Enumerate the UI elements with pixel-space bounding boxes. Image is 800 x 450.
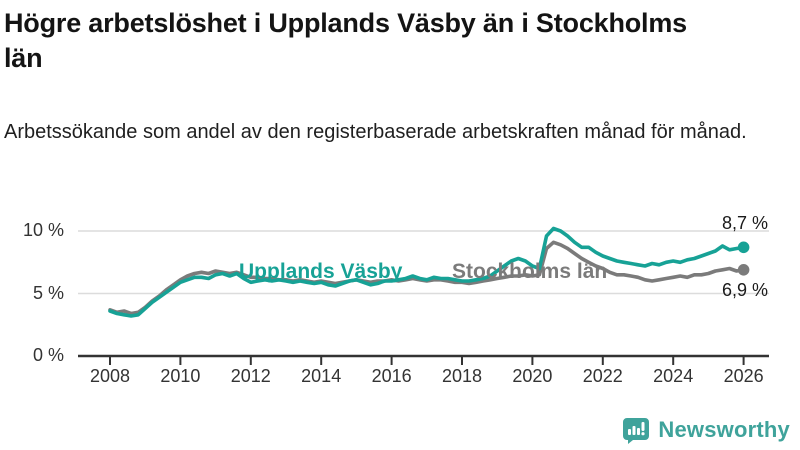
x-tick-label: 2024 — [653, 366, 694, 386]
x-axis — [78, 354, 769, 365]
x-tick-label: 2026 — [723, 366, 764, 386]
end-value-stockholms-lan: 6,9 % — [721, 280, 768, 300]
newsworthy-wordmark: Newsworthy — [658, 417, 790, 442]
x-tick-label: 2010 — [160, 366, 201, 386]
x-tick-label: 2022 — [582, 366, 623, 386]
x-tick-label: 2016 — [371, 366, 412, 386]
x-tick-label: 2018 — [441, 366, 483, 386]
y-tick-label: 0 % — [32, 345, 64, 366]
series-lines — [108, 226, 750, 318]
x-tick-label: 2014 — [301, 366, 342, 386]
x-tick-label: 2012 — [230, 366, 271, 386]
chart-subtitle: Arbetssökande som andel av den registerb… — [4, 121, 747, 143]
gridlines — [78, 230, 769, 295]
newsworthy-logo: Newsworthy — [622, 415, 790, 445]
y-tick-label: 5 % — [32, 282, 64, 303]
x-tick-label: 2008 — [89, 366, 131, 386]
series-label-stockholms-lan: Stockholms län — [452, 260, 608, 283]
end-value-upplands-vasby: 8,7 % — [721, 213, 768, 233]
chart-title: Högre arbetslöshet i Upplands Väsby än i… — [4, 8, 687, 73]
bar-chart-speech-bubble-icon — [623, 418, 650, 444]
y-tick-label: 10 % — [22, 220, 64, 241]
x-tick-label: 2020 — [512, 366, 553, 386]
series-label-upplands-vasby: Upplands Väsby — [239, 260, 403, 283]
